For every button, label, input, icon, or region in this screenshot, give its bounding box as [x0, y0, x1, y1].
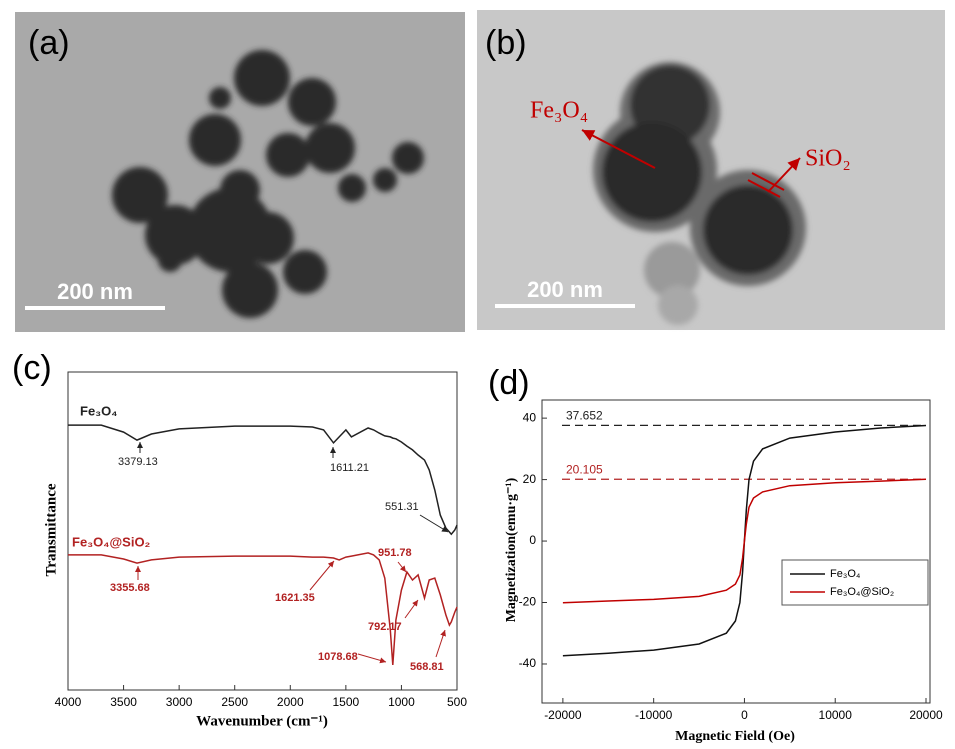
shell-mark: [747, 179, 781, 198]
plot-frame: [541, 399, 931, 704]
y-tick-label: -20: [519, 595, 537, 609]
peak-label: 3379.13: [118, 456, 158, 468]
y-axis-label: Magnetization(emu·g⁻¹): [504, 477, 519, 622]
annotation: SiO₂: [805, 146, 851, 172]
panel-label: (d): [488, 364, 530, 402]
x-axis-label: Magnetic Field (Oe): [675, 729, 795, 744]
panel-label: (a): [28, 24, 70, 62]
data-line: [68, 424, 458, 536]
x-tick-label: 4000: [55, 695, 82, 709]
peak-label: 3355.68: [110, 582, 150, 594]
peak-arrow: [357, 653, 387, 664]
scale-bar-label: 200 nm: [57, 279, 133, 304]
peak-arrow: [419, 514, 449, 533]
plot-frame: [67, 371, 458, 691]
peak-arrow: [404, 599, 419, 619]
data-line: [562, 478, 927, 604]
peak-label: 1621.35: [275, 592, 315, 604]
peak-arrow: [309, 560, 335, 591]
peak-label: 1078.68: [318, 651, 358, 663]
x-tick-label: -10000: [635, 708, 673, 722]
shell-mark: [751, 172, 785, 191]
panel-label: (b): [485, 24, 527, 62]
x-tick-label: -20000: [544, 708, 582, 722]
legend-label: Fe₃O₄@SiO₂: [830, 586, 894, 598]
x-tick-label: 20000: [909, 708, 943, 722]
data-line: [68, 552, 458, 665]
x-tick-label: 10000: [819, 708, 853, 722]
x-tick-label: 3500: [110, 695, 137, 709]
peak-label: 551.31: [385, 501, 419, 513]
scale-bar-label: 200 nm: [527, 277, 603, 302]
peak-arrow: [397, 561, 407, 573]
x-tick-label: 2000: [277, 695, 304, 709]
series-label: Fe₃O₄: [80, 403, 118, 418]
annotation: Fe₃O₄: [530, 98, 588, 124]
peak-label: 792.17: [368, 621, 402, 633]
peak-label: 1611.21: [330, 462, 369, 474]
x-tick-label: 0: [741, 708, 748, 722]
x-tick-label: 500: [447, 695, 467, 709]
legend-label: Fe₃O₄: [830, 568, 861, 580]
y-axis-label: Transmittance: [43, 483, 59, 576]
peak-label: 951.78: [378, 547, 412, 559]
x-axis-label: Wavenumber (cm⁻¹): [196, 713, 328, 729]
x-tick-label: 1000: [388, 695, 415, 709]
arrow-fe3o4: [581, 129, 656, 169]
x-tick-label: 2500: [221, 695, 248, 709]
y-tick-label: -40: [519, 656, 537, 670]
reference-label: 20.105: [566, 462, 603, 476]
peak-arrow: [435, 629, 446, 658]
series-label: Fe₃O₄@SiO₂: [72, 534, 151, 549]
peak-label: 568.81: [410, 661, 444, 673]
y-tick-label: 20: [523, 472, 537, 486]
reference-label: 37.652: [566, 409, 603, 423]
x-tick-label: 3000: [166, 695, 193, 709]
arrow-sio2: [767, 157, 801, 193]
panel-label: (c): [12, 349, 52, 387]
y-tick-label: 40: [523, 410, 537, 424]
x-tick-label: 1500: [333, 695, 360, 709]
legend-box: [781, 559, 929, 606]
particles-b: [593, 62, 806, 325]
particles-a: [112, 50, 424, 318]
y-tick-label: 0: [529, 533, 536, 547]
